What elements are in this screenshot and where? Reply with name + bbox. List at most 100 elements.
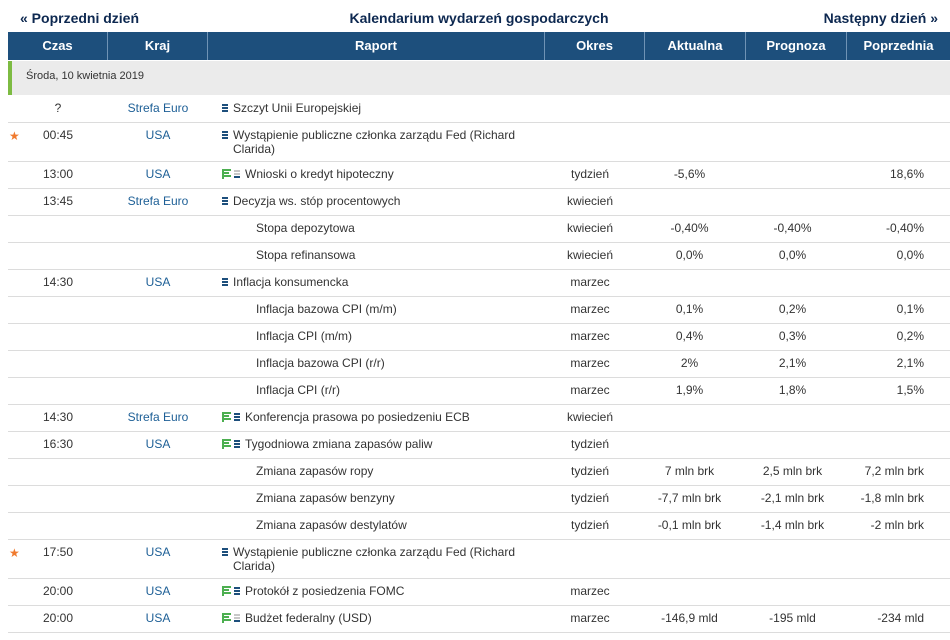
importance-bars-icon	[234, 587, 240, 596]
event-report-name[interactable]: Protokół z posiedzenia FOMC	[245, 584, 405, 598]
event-previous: -234 mld	[877, 611, 924, 625]
event-forecast: 0,2%	[778, 302, 807, 316]
event-report-name: Zmiana zapasów ropy	[256, 464, 374, 478]
event-previous: -2 mln brk	[870, 518, 924, 532]
header-forecast: Prognoza	[746, 32, 847, 60]
event-report: Wystąpienie publiczne członka zarządu Fe…	[222, 545, 557, 573]
event-actual: -0,40%	[670, 221, 709, 235]
event-previous: 1,5%	[896, 383, 924, 397]
event-report: Inflacja CPI (m/m)	[256, 329, 591, 343]
document-icon[interactable]	[222, 586, 231, 596]
event-report-name[interactable]: Wnioski o kredyt hipoteczny	[245, 167, 394, 181]
event-report-name[interactable]: Konferencja prasowa po posiedzeniu ECB	[245, 410, 470, 424]
event-country[interactable]: USA	[145, 167, 171, 181]
event-actual: 0,0%	[675, 248, 704, 262]
event-report-name: Stopa refinansowa	[256, 248, 356, 262]
event-report: Decyzja ws. stóp procentowych	[222, 194, 557, 208]
event-report-name[interactable]: Tygodniowa zmiana zapasów paliw	[245, 437, 433, 451]
table-row: Stopa depozytowa kwiecień -0,40% -0,40% -0,4…	[8, 216, 950, 243]
event-report-name: Inflacja bazowa CPI (m/m)	[256, 302, 397, 316]
event-report: Stopa depozytowa	[256, 221, 591, 235]
event-forecast: 0,0%	[778, 248, 807, 262]
table-row: 14:30 Strefa Euro Konferencja prasowa po p…	[8, 405, 950, 432]
event-period: marzec	[570, 584, 610, 598]
event-actual: 0,1%	[675, 302, 704, 316]
event-country[interactable]: USA	[145, 128, 171, 142]
table-row: 20:00 USA Protokół z posiedzenia FOMC marze…	[8, 579, 950, 606]
importance-bars-icon	[234, 614, 240, 623]
event-report: Wystąpienie publiczne członka zarządu Fe…	[222, 128, 557, 156]
importance-bars-icon	[222, 278, 228, 287]
event-actual: -7,7 mln brk	[657, 491, 722, 505]
star-icon: ★	[9, 129, 20, 143]
events-table: ? Strefa Euro Szczyt Unii Europejskiej ★ 00:…	[8, 96, 950, 633]
event-time: 13:00	[42, 167, 74, 181]
table-row: Inflacja bazowa CPI (m/m) marzec 0,1% 0,2% 0…	[8, 297, 950, 324]
importance-bars-icon	[222, 131, 228, 140]
event-country[interactable]: USA	[145, 545, 171, 559]
event-actual: -0,1 mln brk	[657, 518, 722, 532]
document-icon[interactable]	[222, 412, 231, 422]
header-period: Okres	[545, 32, 645, 60]
event-report-name[interactable]: Inflacja konsumencka	[233, 275, 349, 289]
table-row: 20:00 USA Budżet federalny (USD) marzec -146…	[8, 606, 950, 633]
event-time: 20:00	[42, 611, 74, 625]
event-time: 13:45	[42, 194, 74, 208]
importance-bars-icon	[234, 170, 240, 179]
next-day-link[interactable]: Następny dzień »	[823, 10, 938, 26]
event-previous: -1,8 mln brk	[860, 491, 924, 505]
event-forecast: -1,4 mln brk	[760, 518, 825, 532]
event-report-name[interactable]: Decyzja ws. stóp procentowych	[233, 194, 401, 208]
event-period: tydzień	[570, 518, 610, 532]
event-previous: 7,2 mln brk	[864, 464, 924, 478]
document-icon[interactable]	[222, 439, 231, 449]
event-country[interactable]: USA	[145, 611, 171, 625]
event-forecast: 2,1%	[778, 356, 807, 370]
table-row: Inflacja bazowa CPI (r/r) marzec 2% 2,1% 2,1…	[8, 351, 950, 378]
event-time: 20:00	[42, 584, 74, 598]
event-period: marzec	[570, 302, 610, 316]
table-row: Zmiana zapasów ropy tydzień 7 mln brk 2,5 m…	[8, 459, 950, 486]
event-report: Szczyt Unii Europejskiej	[222, 101, 557, 115]
document-icon[interactable]	[222, 169, 231, 179]
event-country[interactable]: Strefa Euro	[127, 410, 189, 424]
event-period: tydzień	[570, 464, 610, 478]
event-report: Wnioski o kredyt hipoteczny	[222, 167, 557, 181]
importance-bars-icon	[234, 413, 240, 422]
event-actual: -146,9 mld	[661, 611, 718, 625]
event-country[interactable]: USA	[145, 584, 171, 598]
event-report: Stopa refinansowa	[256, 248, 591, 262]
importance-bars-icon	[234, 440, 240, 449]
document-icon[interactable]	[222, 613, 231, 623]
event-period: tydzień	[570, 437, 610, 451]
event-report: Inflacja konsumencka	[222, 275, 557, 289]
table-row: Stopa refinansowa kwiecień 0,0% 0,0% 0,0%	[8, 243, 950, 270]
event-period: marzec	[570, 383, 610, 397]
event-forecast: 0,3%	[778, 329, 807, 343]
event-period: marzec	[570, 275, 610, 289]
table-row: 14:30 USA Inflacja konsumencka marzec	[8, 270, 950, 297]
event-country[interactable]: Strefa Euro	[127, 194, 189, 208]
event-report-name[interactable]: Szczyt Unii Europejskiej	[233, 101, 362, 115]
event-period: kwiecień	[566, 221, 614, 235]
event-forecast: -2,1 mln brk	[760, 491, 825, 505]
previous-day-link[interactable]: « Poprzedni dzień	[20, 10, 140, 26]
event-country[interactable]: USA	[145, 275, 171, 289]
star-icon: ★	[9, 546, 20, 560]
event-report: Protokół z posiedzenia FOMC	[222, 584, 557, 598]
event-report-name: Zmiana zapasów benzyny	[256, 491, 395, 505]
event-actual: -5,6%	[673, 167, 706, 181]
event-time: 17:50	[42, 545, 74, 559]
top-navigation: « Poprzedni dzień Kalendarium wydarzeń g…	[8, 6, 950, 30]
importance-bars-icon	[222, 548, 228, 557]
importance-bars-icon	[222, 197, 228, 206]
table-row: Zmiana zapasów benzyny tydzień -7,7 mln br…	[8, 486, 950, 513]
event-report-name[interactable]: Budżet federalny (USD)	[245, 611, 372, 625]
event-report-name[interactable]: Wystąpienie publiczne członka zarządu Fe…	[233, 545, 516, 573]
event-country[interactable]: Strefa Euro	[127, 101, 189, 115]
event-report-name[interactable]: Wystąpienie publiczne członka zarządu Fe…	[233, 128, 516, 156]
event-country[interactable]: USA	[145, 437, 171, 451]
event-period: marzec	[570, 356, 610, 370]
event-actual: 0,4%	[675, 329, 704, 343]
event-report: Budżet federalny (USD)	[222, 611, 557, 625]
